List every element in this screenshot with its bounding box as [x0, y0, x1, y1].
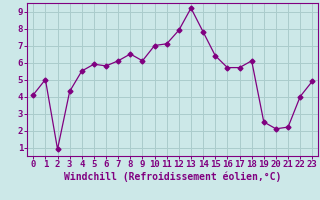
X-axis label: Windchill (Refroidissement éolien,°C): Windchill (Refroidissement éolien,°C) [64, 172, 282, 182]
